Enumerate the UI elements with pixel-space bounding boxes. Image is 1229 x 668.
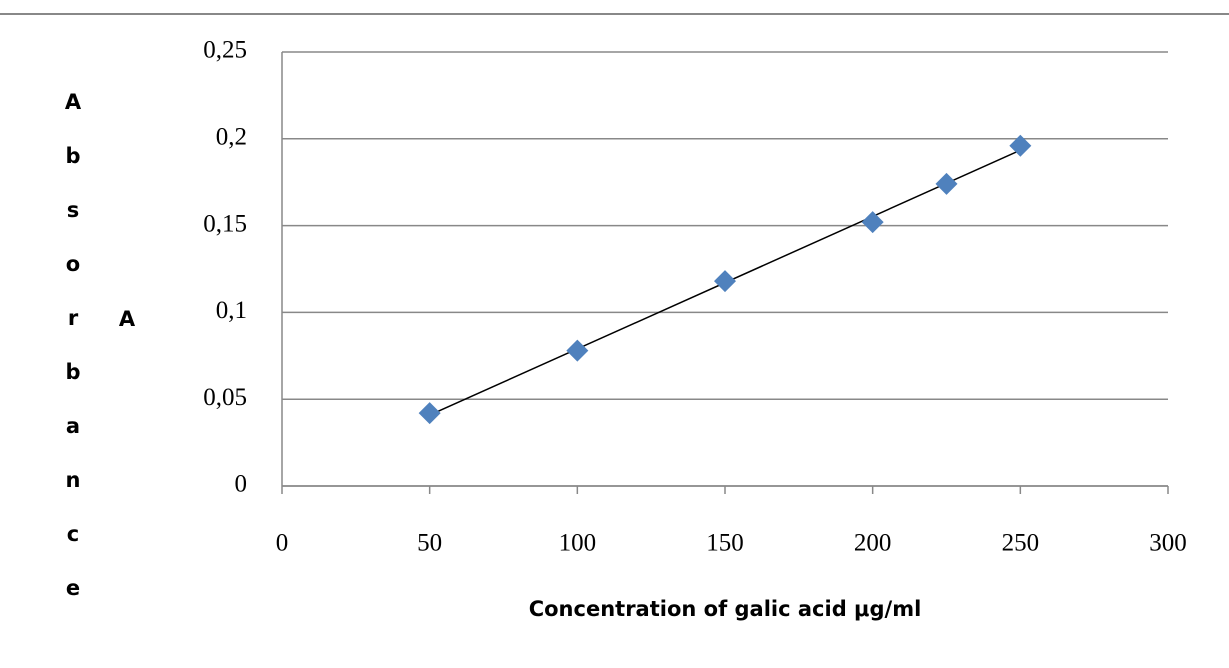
x-axis-title: Concentration of galic acid μg/ml	[529, 597, 922, 621]
y-axis-symbol: A	[119, 307, 136, 331]
y-tick-label: 0,15	[203, 210, 247, 237]
x-tick-label: 50	[417, 530, 442, 557]
x-tick-label: 150	[706, 530, 744, 557]
data-point	[566, 339, 589, 362]
y-tick-label: 0	[235, 471, 248, 498]
y-tick-label: 0,1	[216, 297, 247, 324]
data-point	[861, 211, 884, 234]
x-tick-label: 300	[1149, 530, 1187, 557]
x-tick-label: 250	[1002, 530, 1040, 557]
data-point	[418, 402, 441, 425]
y-axis-title: Absorbance	[61, 90, 85, 630]
x-tick-label: 0	[276, 530, 289, 557]
data-point	[935, 172, 958, 195]
y-tick-label: 0,2	[216, 124, 247, 151]
x-tick-label: 200	[854, 530, 892, 557]
data-point	[1009, 134, 1032, 157]
x-tick-label: 100	[559, 530, 597, 557]
y-tick-label: 0,05	[203, 384, 247, 411]
y-tick-label: 0,25	[203, 37, 247, 64]
data-point	[714, 270, 736, 293]
